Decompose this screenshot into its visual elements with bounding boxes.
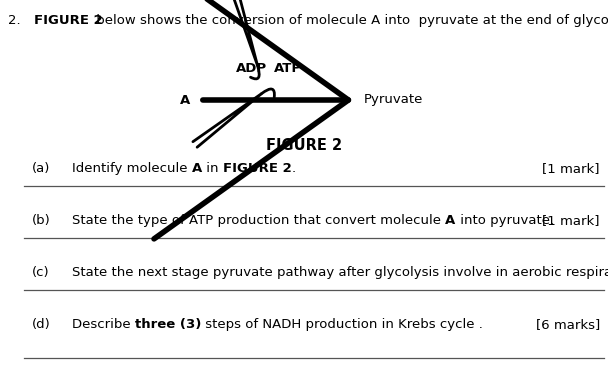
Text: [6 marks]: [6 marks] [536,318,600,331]
Text: Describe: Describe [72,318,135,331]
Text: [1 mark]: [1 mark] [542,214,600,227]
Text: (d): (d) [32,318,50,331]
Text: State the type of ATP production that convert molecule: State the type of ATP production that co… [72,214,445,227]
Text: FIGURE 2: FIGURE 2 [223,162,291,175]
Text: Pyruvate: Pyruvate [364,93,423,106]
Text: A: A [180,93,190,106]
Text: (c): (c) [32,266,50,279]
Text: ATP: ATP [274,62,302,75]
Text: A: A [192,162,202,175]
Text: State the next stage pyruvate pathway after glycolysis involve in aerobic respir: State the next stage pyruvate pathway af… [72,266,608,279]
Text: in: in [202,162,223,175]
Text: into pyruvate.: into pyruvate. [455,214,554,227]
Text: three (3): three (3) [135,318,201,331]
Text: Identify molecule: Identify molecule [72,162,192,175]
Text: .: . [291,162,295,175]
Text: 2.: 2. [8,14,21,27]
Text: A: A [445,214,455,227]
Text: FIGURE 2: FIGURE 2 [34,14,103,27]
Text: (b): (b) [32,214,50,227]
Text: FIGURE 2: FIGURE 2 [266,138,342,153]
Text: below shows the conversion of molecule A into  pyruvate at the end of glycolysis: below shows the conversion of molecule A… [92,14,608,27]
Text: steps of NADH production in Krebs cycle .: steps of NADH production in Krebs cycle … [201,318,483,331]
Text: [1 mark]: [1 mark] [542,162,600,175]
Text: ADP: ADP [237,62,268,75]
Text: (a): (a) [32,162,50,175]
